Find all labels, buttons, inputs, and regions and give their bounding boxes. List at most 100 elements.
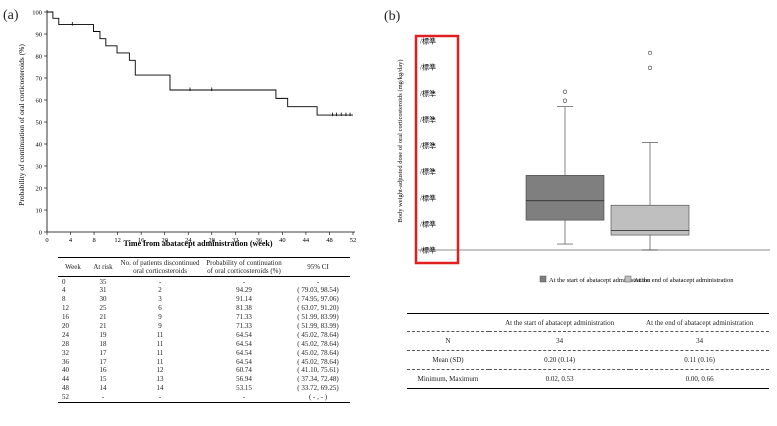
table-cell: 31 <box>99 286 107 295</box>
table-cell: 11 <box>156 339 164 348</box>
legend-swatch-start <box>539 275 547 283</box>
bp-y-tick-label: /標準 <box>420 167 436 176</box>
table-cell: 0.11 (0.16) <box>630 350 769 370</box>
km-y-tick-label: 60 <box>36 98 43 105</box>
bp-box <box>525 175 605 221</box>
km-y-tick-label: 100 <box>32 10 42 17</box>
km-x-tick-label: 4 <box>69 237 73 244</box>
table-cell: 9 <box>158 321 162 330</box>
table-cell: 20 <box>62 321 69 330</box>
table-cell: ( 33.72, 69.25) <box>297 384 339 393</box>
km-x-tick-label: 28 <box>209 237 216 244</box>
table-row: Minimum, Maximum 0.02, 0.53 0.00, 0.66 <box>407 369 769 389</box>
bp-y-tick-label: /標準 <box>420 246 436 255</box>
table-cell: 32 <box>62 348 69 357</box>
table-cell: 71.33 <box>236 313 252 322</box>
table-cell: 11 <box>156 357 164 366</box>
risk-table-header: 95% CI <box>286 257 350 278</box>
table-cell: - <box>316 277 320 286</box>
km-x-tick-label: 40 <box>279 237 286 244</box>
table-cell: ( 45.02, 78.64) <box>297 330 339 339</box>
table-cell: 94.29 <box>236 286 252 295</box>
table-cell: 3 <box>158 295 162 304</box>
table-cell: 52 <box>58 392 88 403</box>
table-cell: ( 63.07, 91.20) <box>297 304 339 313</box>
km-x-tick-label: 52 <box>350 237 357 244</box>
km-y-tick-label: 0 <box>39 230 42 237</box>
table-cell: 71.33 <box>236 321 252 330</box>
table-cell: Mean (SD) <box>407 350 489 370</box>
table-cell: 12 <box>62 304 69 313</box>
km-x-tick-label: 32 <box>232 237 239 244</box>
table-cell: 64.54 <box>236 348 252 357</box>
table-cell: ( 79.03, 98.54) <box>297 286 339 295</box>
km-y-tick-label: 50 <box>36 120 43 127</box>
table-cell: 64.54 <box>236 339 252 348</box>
table-cell: 16 <box>99 366 107 375</box>
table-row: 4 31 2 94.29 ( 79.03, 98.54) <box>58 286 350 295</box>
table-cell: ( 45.02, 78.64) <box>297 357 339 366</box>
panel-b-label: (b) <box>384 9 401 24</box>
km-y-tick-label: 30 <box>36 164 43 171</box>
km-y-tick-label: 80 <box>36 54 43 61</box>
table-cell: 81.38 <box>236 304 252 313</box>
table-row: 8 30 3 91.14 ( 74.95, 97.06) <box>58 295 350 304</box>
bp-y-tick-label: /標準 <box>420 115 436 124</box>
table-row: 40 16 12 60.74 ( 41.10, 75.61) <box>58 366 350 375</box>
km-x-tick-label: 48 <box>326 237 333 244</box>
legend-swatch-end <box>624 275 632 283</box>
bp-y-tick-label: /標準 <box>420 193 436 202</box>
table-cell: 21 <box>99 321 107 330</box>
summary-table-header: At the end of abatacept administration <box>630 313 769 332</box>
table-cell: - <box>158 277 162 286</box>
km-x-tick-label: 24 <box>185 237 192 244</box>
table-cell: 15 <box>99 375 107 384</box>
table-cell: 56.94 <box>236 375 252 384</box>
risk-table-header: No. of patients discontinued oral cortic… <box>118 257 202 278</box>
table-cell: 11 <box>156 330 164 339</box>
table-cell: 28 <box>62 339 69 348</box>
bp-box <box>610 204 690 236</box>
table-cell: 13 <box>156 375 164 384</box>
table-cell: 2 <box>158 286 162 295</box>
risk-table-header: At risk <box>88 257 118 278</box>
table-cell: 18 <box>99 339 107 348</box>
table-cell: 0.02, 0.53 <box>489 369 631 389</box>
summary-table: At the start of abatacept administration… <box>407 313 769 389</box>
km-y-tick-label: 90 <box>36 32 43 39</box>
table-cell: ( 51.99, 83.99) <box>297 321 339 330</box>
table-cell: ( 45.02, 78.64) <box>297 339 339 348</box>
table-cell: 21 <box>99 313 107 322</box>
table-row: 36 17 11 64.54 ( 45.02, 78.64) <box>58 357 350 366</box>
risk-table-header: Probability of continuation of oral cort… <box>202 257 286 278</box>
table-cell: 17 <box>99 348 107 357</box>
table-cell: 0.00, 0.66 <box>630 369 769 389</box>
table-cell: 9 <box>158 313 162 322</box>
table-cell: 24 <box>62 330 69 339</box>
table-cell: 53.15 <box>236 384 252 393</box>
table-cell: ( 37.34, 72.48) <box>297 375 339 384</box>
table-cell: 0 <box>62 277 66 286</box>
bp-outlier <box>647 50 653 56</box>
km-y-tick-label: 10 <box>36 208 43 215</box>
table-cell: 91.14 <box>236 295 252 304</box>
table-cell: ( 41.10, 75.61) <box>297 366 339 375</box>
bp-y-tick-label: /標準 <box>420 219 436 228</box>
table-cell: 40 <box>62 366 69 375</box>
table-cell: 4 <box>62 286 66 295</box>
summary-table-header <box>407 313 489 332</box>
table-cell: 0.20 (0.14) <box>489 350 631 370</box>
table-row: 0 35 - - - <box>58 277 350 286</box>
table-row: 24 19 11 64.54 ( 45.02, 78.64) <box>58 330 350 339</box>
table-cell: 34 <box>630 331 769 351</box>
table-cell: - <box>88 392 118 403</box>
table-cell: 11 <box>156 348 164 357</box>
bp-outlier <box>647 65 653 70</box>
panel-a-label: (a) <box>3 8 19 23</box>
bp-outlier <box>562 89 568 94</box>
table-cell: 25 <box>99 304 107 313</box>
bp-y-axis-label: Body weight-adjusted dose of oral cortic… <box>397 59 404 222</box>
y-axis-highlight-box <box>414 34 460 265</box>
table-cell: 19 <box>99 330 107 339</box>
